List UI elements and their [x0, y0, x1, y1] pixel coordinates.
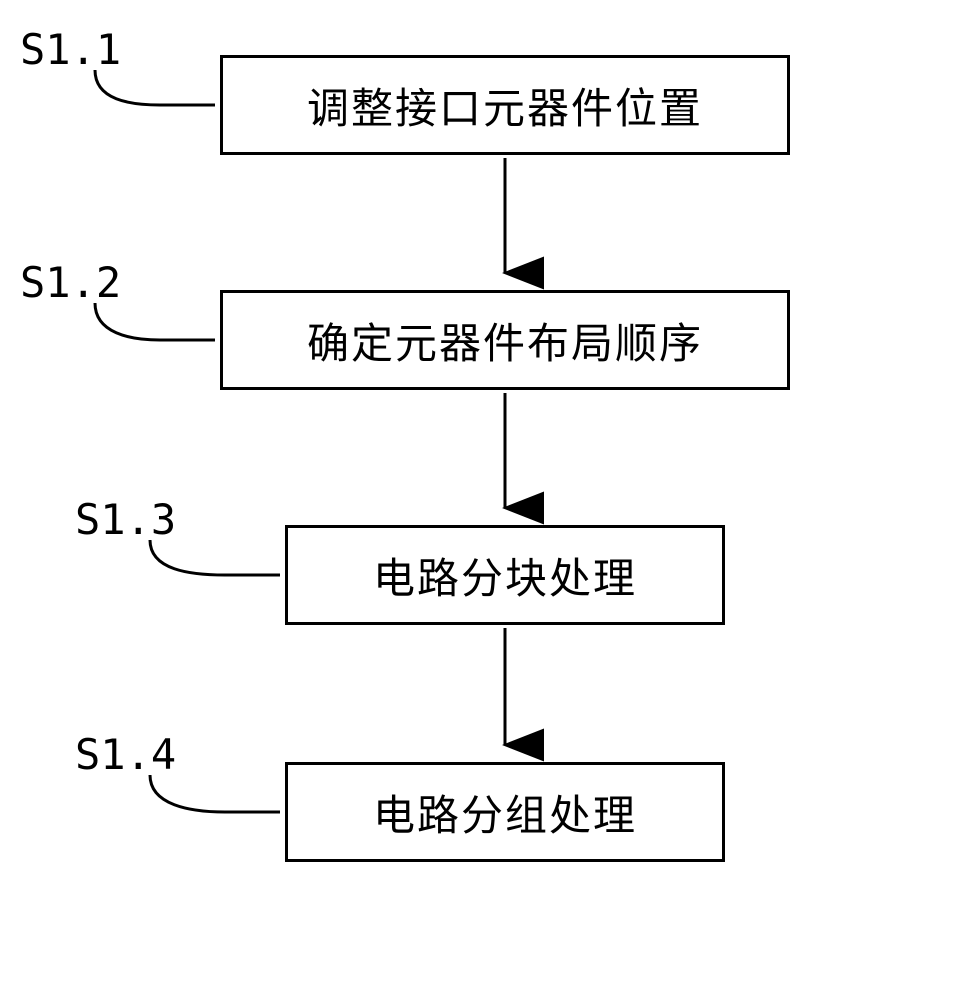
label-connector	[95, 303, 215, 340]
flowchart-node-s1-3: 电路分块处理	[285, 525, 725, 625]
flowchart-node-s1-2: 确定元器件布局顺序	[220, 290, 790, 390]
flowchart-node-s1-1: 调整接口元器件位置	[220, 55, 790, 155]
node-label-s1-1: S1.1	[20, 25, 121, 74]
node-text: 确定元器件布局顺序	[307, 310, 703, 371]
node-label-s1-2: S1.2	[20, 258, 121, 307]
node-text: 电路分块处理	[373, 545, 637, 606]
flowchart-container: 调整接口元器件位置 S1.1 确定元器件布局顺序 S1.2 电路分块处理 S1.…	[0, 0, 976, 1000]
node-label-s1-4: S1.4	[75, 730, 176, 779]
node-label-s1-3: S1.3	[75, 495, 176, 544]
label-connector	[95, 70, 215, 105]
label-connector	[150, 540, 280, 575]
flowchart-node-s1-4: 电路分组处理	[285, 762, 725, 862]
node-text: 电路分组处理	[373, 782, 637, 843]
label-connector	[150, 775, 280, 812]
node-text: 调整接口元器件位置	[307, 75, 703, 136]
